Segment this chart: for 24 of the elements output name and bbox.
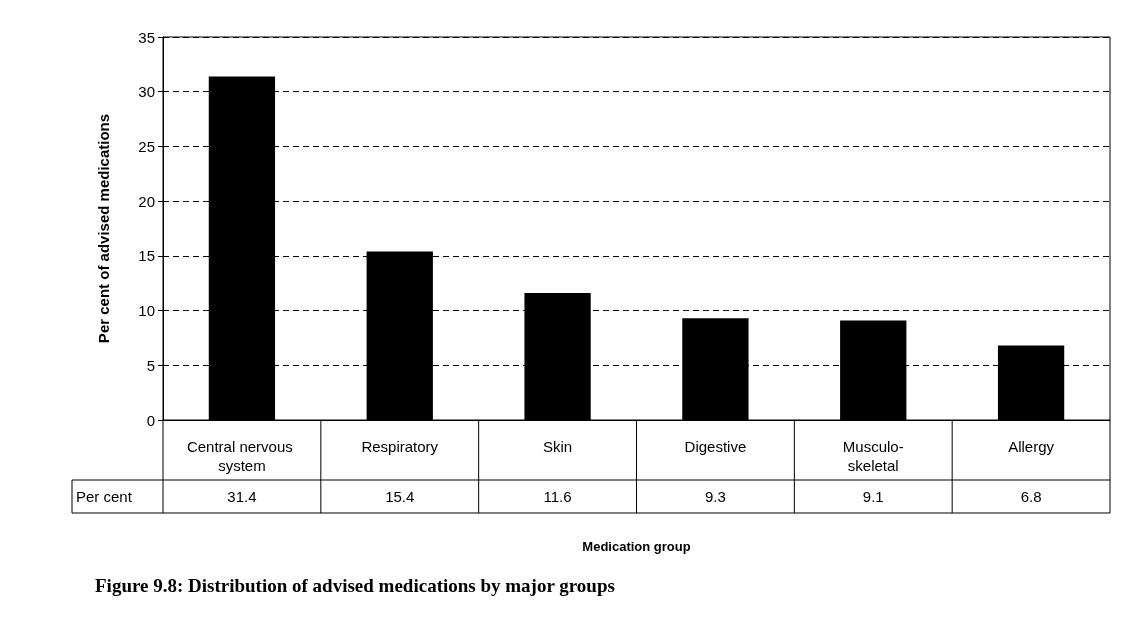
legend-label: Per cent [76,488,133,505]
data-label: 9.3 [704,488,726,505]
x-axis-title: Medication group [582,538,691,554]
y-tick-label: 0 [146,411,155,429]
x-tick-label: Musculo-skeletal [842,438,904,474]
x-tick-label: Skin [542,438,573,455]
y-tick-label: 5 [146,356,155,374]
data-label: 11.6 [543,488,572,505]
y-tick-label: 20 [138,192,155,210]
data-label: 9.1 [862,488,884,505]
y-tick-label: 10 [138,302,155,320]
x-tick-label: Allergy [1008,438,1055,455]
y-axis-title: Per cent of advised medications [95,113,112,344]
data-label: 6.8 [1020,488,1042,505]
y-tick-label: 25 [138,137,155,155]
y-tick-label: 30 [138,83,155,101]
y-tick-label: 15 [138,247,155,265]
x-tick-label: Digestive [684,438,747,455]
y-tick-label: 35 [138,28,155,46]
text: Figure 9.8: Distribution of advised medications by major groups [95,575,615,596]
data-label: 15.4 [385,488,415,505]
data-label: 31.4 [227,488,257,505]
x-tick-label: Respiratory [361,438,439,455]
x-tick-label: Central nervous system [186,438,297,474]
